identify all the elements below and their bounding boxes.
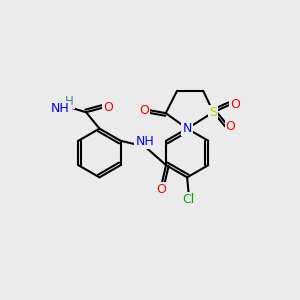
Text: O: O <box>226 120 236 133</box>
Text: O: O <box>157 183 166 196</box>
Text: O: O <box>103 101 113 114</box>
Text: H: H <box>65 95 74 108</box>
Text: NH: NH <box>135 135 154 148</box>
Text: O: O <box>139 104 149 117</box>
Text: S: S <box>209 106 217 119</box>
Text: N: N <box>182 122 192 135</box>
Text: O: O <box>230 98 240 111</box>
Text: NH: NH <box>51 102 69 115</box>
Text: Cl: Cl <box>182 193 195 206</box>
